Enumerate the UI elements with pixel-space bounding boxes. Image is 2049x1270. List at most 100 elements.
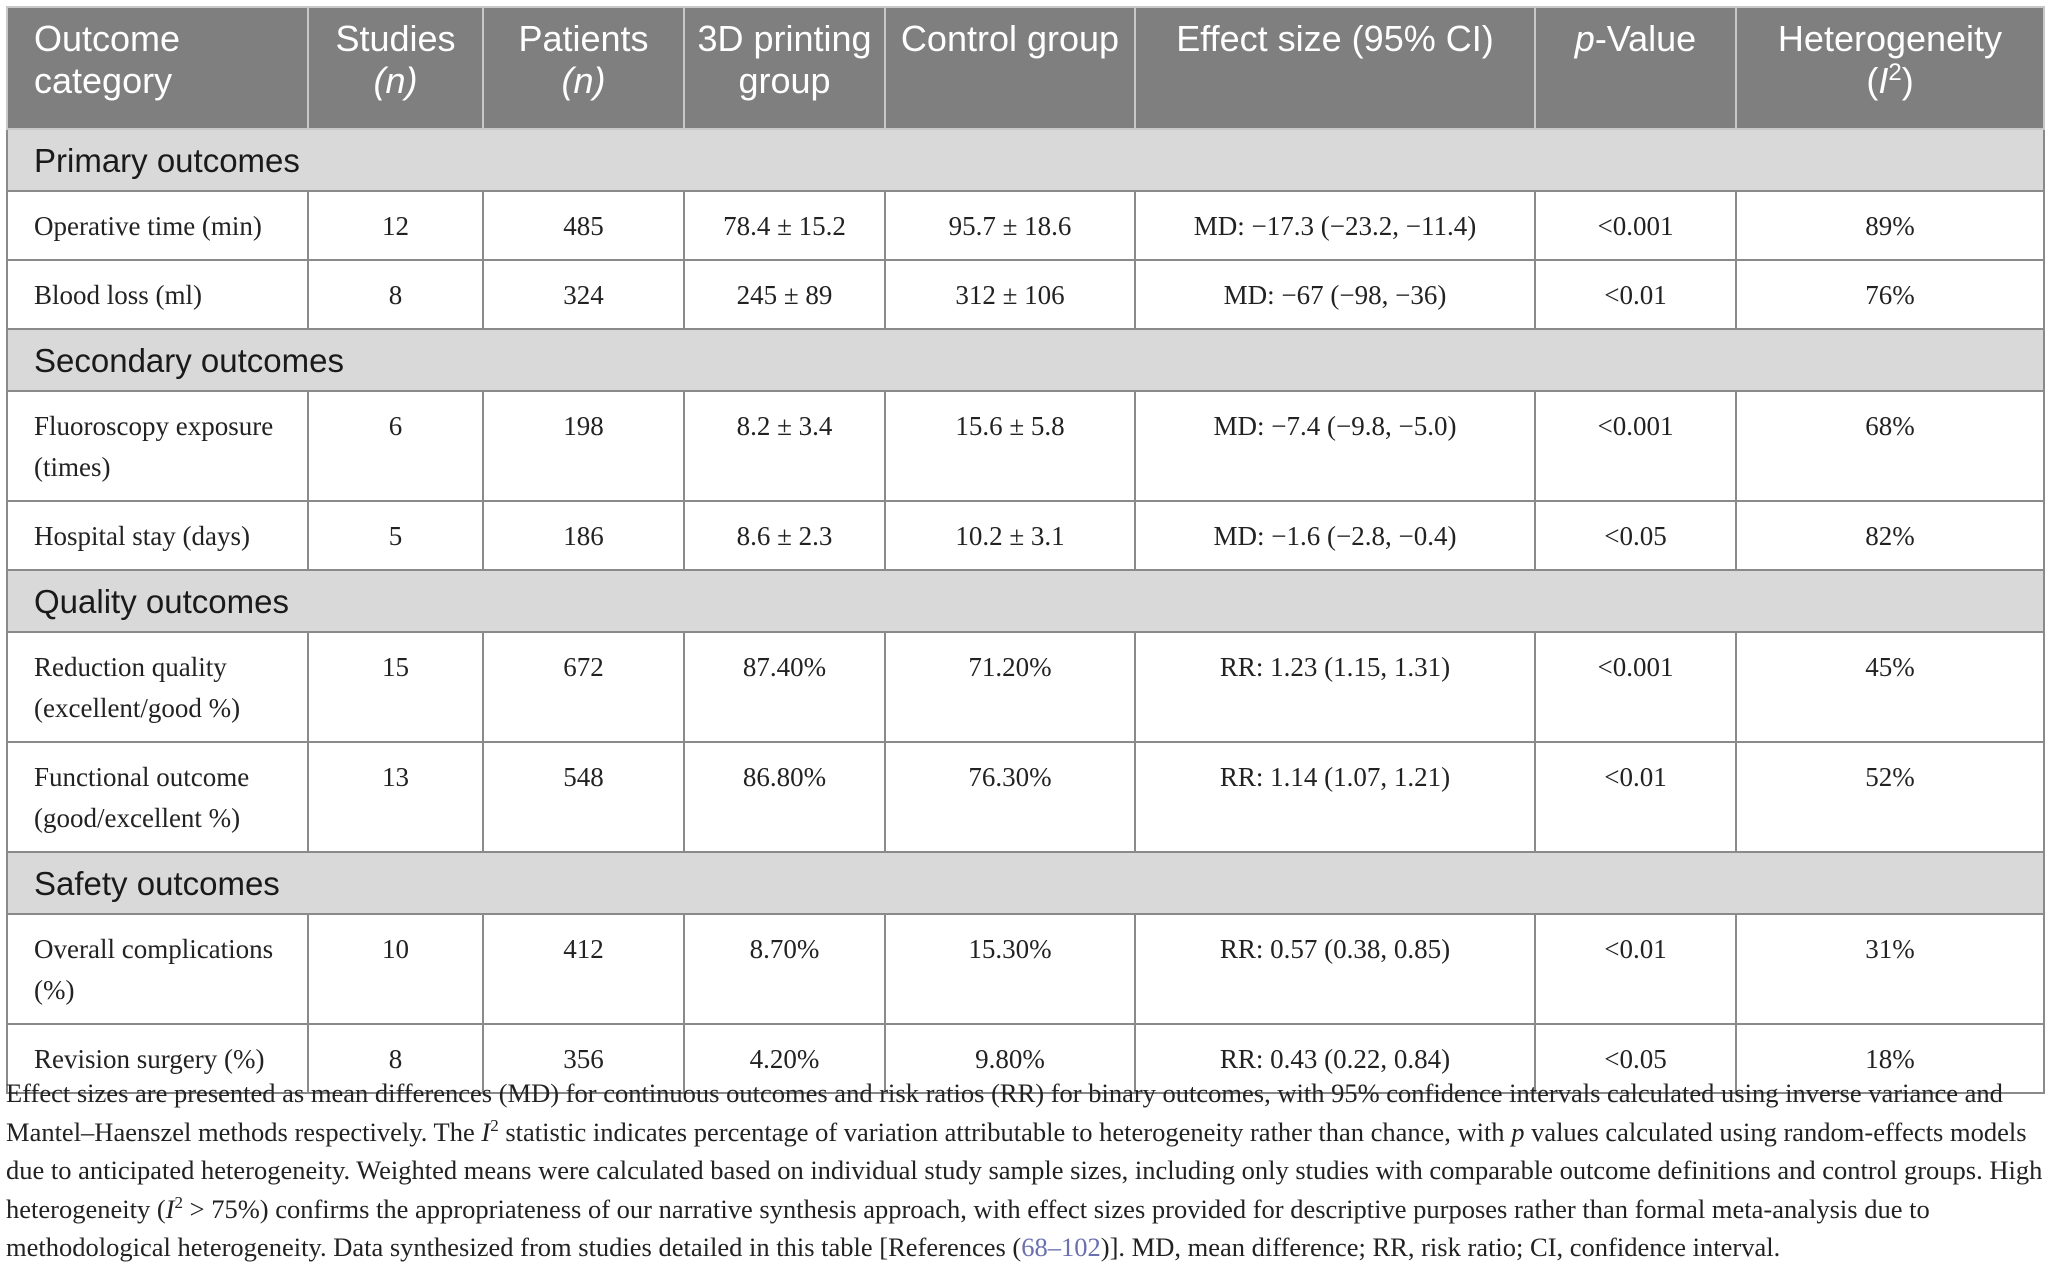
cell-heterogeneity: 68% xyxy=(1735,390,2045,502)
footnote-italic-i: I xyxy=(165,1193,175,1224)
cell-printing: 78.4 ± 15.2 xyxy=(683,190,886,261)
cell-patients: 198 xyxy=(482,390,685,502)
header-studies: Studies (n) xyxy=(307,6,484,130)
cell-heterogeneity: 45% xyxy=(1735,631,2045,743)
cell-heterogeneity: 76% xyxy=(1735,259,2045,330)
cell-printing: 87.40% xyxy=(683,631,886,743)
cell-patients: 485 xyxy=(482,190,685,261)
table-row: Operative time (min) 12 485 78.4 ± 15.2 … xyxy=(6,190,2045,261)
cell-patients: 186 xyxy=(482,500,685,571)
cell-pvalue: <0.05 xyxy=(1534,500,1737,571)
cell-effect: RR: 1.14 (1.07, 1.21) xyxy=(1134,741,1536,853)
section-row: Quality outcomes xyxy=(6,569,2045,633)
footnote-text: statistic indicates percentage of variat… xyxy=(498,1116,1512,1147)
footnote-text: > 75%) confirms the appropriateness of o… xyxy=(6,1193,1930,1263)
section-title: Quality outcomes xyxy=(6,569,2045,633)
cell-printing: 245 ± 89 xyxy=(683,259,886,330)
cell-outcome: Revision surgery (%) xyxy=(6,1023,309,1094)
cell-studies: 5 xyxy=(307,500,484,571)
cell-control: 312 ± 106 xyxy=(884,259,1136,330)
cell-patients: 412 xyxy=(482,913,685,1025)
cell-heterogeneity: 31% xyxy=(1735,913,2045,1025)
cell-patients: 356 xyxy=(482,1023,685,1094)
header-row: Outcome category Studies (n) Patients (n) … xyxy=(6,6,2045,130)
cell-outcome: Operative time (min) xyxy=(6,190,309,261)
cell-outcome: Reduction quality (excellent/good %) xyxy=(6,631,309,743)
cell-studies: 6 xyxy=(307,390,484,502)
cell-heterogeneity: 89% xyxy=(1735,190,2045,261)
section-title: Safety outcomes xyxy=(6,851,2045,915)
table-row: Overall complications (%) 10 412 8.70% 1… xyxy=(6,913,2045,1025)
cell-control: 15.30% xyxy=(884,913,1136,1025)
table-row: Reduction quality (excellent/good %) 15 … xyxy=(6,631,2045,743)
cell-outcome: Hospital stay (days) xyxy=(6,500,309,571)
cell-pvalue: <0.001 xyxy=(1534,631,1737,743)
cell-heterogeneity: 82% xyxy=(1735,500,2045,571)
cell-effect: MD: −17.3 (−23.2, −11.4) xyxy=(1134,190,1536,261)
cell-control: 15.6 ± 5.8 xyxy=(884,390,1136,502)
cell-control: 9.80% xyxy=(884,1023,1136,1094)
cell-outcome: Overall complications (%) xyxy=(6,913,309,1025)
cell-control: 95.7 ± 18.6 xyxy=(884,190,1136,261)
cell-pvalue: <0.001 xyxy=(1534,190,1737,261)
cell-control: 76.30% xyxy=(884,741,1136,853)
cell-pvalue: <0.05 xyxy=(1534,1023,1737,1094)
footnote-text: values calculated using random-effects m… xyxy=(6,1116,2043,1224)
header-patients: Patients (n) xyxy=(482,6,685,130)
footnote-italic-p: p xyxy=(1511,1116,1525,1147)
table-wrapper: Outcome category Studies (n) Patients (n) … xyxy=(6,6,2045,1094)
cell-effect: RR: 0.43 (0.22, 0.84) xyxy=(1134,1023,1536,1094)
cell-control: 10.2 ± 3.1 xyxy=(884,500,1136,571)
section-title: Primary outcomes xyxy=(6,128,2045,192)
header-printing: 3D printing group xyxy=(683,6,886,130)
cell-patients: 672 xyxy=(482,631,685,743)
cell-effect: MD: −7.4 (−9.8, −5.0) xyxy=(1134,390,1536,502)
cell-effect: MD: −67 (−98, −36) xyxy=(1134,259,1536,330)
cell-printing: 8.70% xyxy=(683,913,886,1025)
table-row: Blood loss (ml) 8 324 245 ± 89 312 ± 106… xyxy=(6,259,2045,330)
cell-effect: MD: −1.6 (−2.8, −0.4) xyxy=(1134,500,1536,571)
cell-printing: 8.6 ± 2.3 xyxy=(683,500,886,571)
header-pvalue: p-Value xyxy=(1534,6,1737,130)
cell-studies: 10 xyxy=(307,913,484,1025)
cell-printing: 8.2 ± 3.4 xyxy=(683,390,886,502)
cell-printing: 86.80% xyxy=(683,741,886,853)
cell-pvalue: <0.01 xyxy=(1534,741,1737,853)
footnote-superscript: 2 xyxy=(174,1192,184,1212)
cell-patients: 324 xyxy=(482,259,685,330)
cell-pvalue: <0.01 xyxy=(1534,913,1737,1025)
cell-heterogeneity: 52% xyxy=(1735,741,2045,853)
cell-effect: RR: 0.57 (0.38, 0.85) xyxy=(1134,913,1536,1025)
footnote-text: Effect sizes are presented as mean diffe… xyxy=(6,1078,2003,1147)
header-effect: Effect size (95% CI) xyxy=(1134,6,1536,130)
table-footnote: Effect sizes are presented as mean diffe… xyxy=(6,1074,2043,1267)
header-control: Control group xyxy=(884,6,1136,130)
section-row: Secondary outcomes xyxy=(6,328,2045,392)
section-title: Secondary outcomes xyxy=(6,328,2045,392)
outcomes-table: Outcome category Studies (n) Patients (n) … xyxy=(6,6,2045,1094)
cell-studies: 13 xyxy=(307,741,484,853)
header-heterogeneity: Heterogeneity (I2) xyxy=(1735,6,2045,130)
cell-heterogeneity: 18% xyxy=(1735,1023,2045,1094)
references-link[interactable]: 68–102 xyxy=(1021,1232,1101,1262)
header-outcome: Outcome category xyxy=(6,6,309,130)
cell-outcome: Fluoroscopy exposure (times) xyxy=(6,390,309,502)
cell-studies: 15 xyxy=(307,631,484,743)
footnote-text: )]. MD, mean difference; RR, risk ratio;… xyxy=(1100,1232,1781,1262)
cell-outcome: Blood loss (ml) xyxy=(6,259,309,330)
footnote-italic-i: I xyxy=(481,1116,491,1147)
section-row: Primary outcomes xyxy=(6,128,2045,192)
cell-pvalue: <0.001 xyxy=(1534,390,1737,502)
table-row: Hospital stay (days) 5 186 8.6 ± 2.3 10.… xyxy=(6,500,2045,571)
table-row: Fluoroscopy exposure (times) 6 198 8.2 ±… xyxy=(6,390,2045,502)
cell-outcome: Functional outcome (good/excellent %) xyxy=(6,741,309,853)
cell-studies: 8 xyxy=(307,1023,484,1094)
cell-studies: 8 xyxy=(307,259,484,330)
cell-patients: 548 xyxy=(482,741,685,853)
cell-studies: 12 xyxy=(307,190,484,261)
table-row: Revision surgery (%) 8 356 4.20% 9.80% R… xyxy=(6,1023,2045,1094)
section-row: Safety outcomes xyxy=(6,851,2045,915)
cell-printing: 4.20% xyxy=(683,1023,886,1094)
table-row: Functional outcome (good/excellent %) 13… xyxy=(6,741,2045,853)
footnote-superscript: 2 xyxy=(490,1115,499,1135)
